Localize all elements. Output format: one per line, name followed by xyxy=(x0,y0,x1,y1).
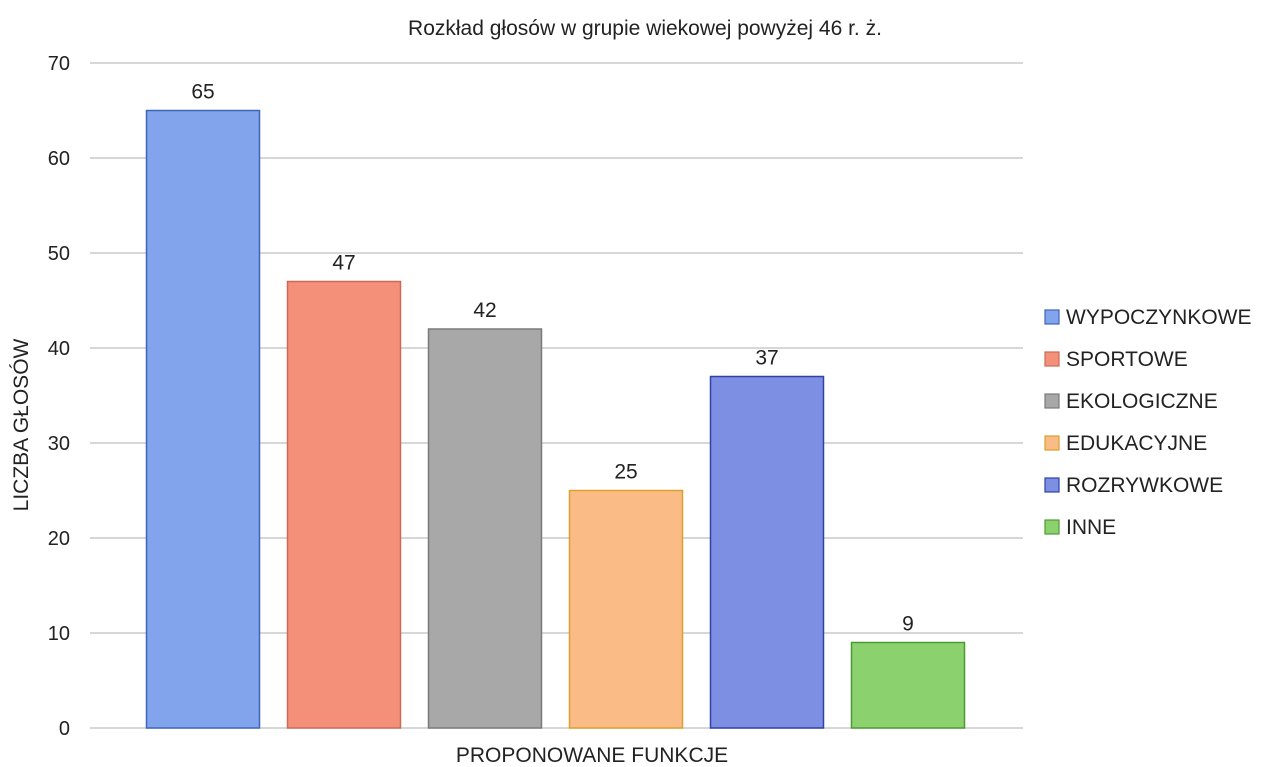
legend-label-ekologiczne: EKOLOGICZNE xyxy=(1066,390,1218,413)
y-axis-title: LICZBA GŁOSÓW xyxy=(10,338,33,511)
legend-label-rozrywkowe: ROZRYWKOWE xyxy=(1066,474,1223,497)
data-label-edukacyjne: 25 xyxy=(614,461,637,484)
legend-swatch-sportowe xyxy=(1044,351,1060,367)
bars xyxy=(145,109,966,729)
data-label-wypoczynkowe: 65 xyxy=(191,81,214,104)
bar-wypoczynkowe xyxy=(145,109,261,729)
bar-inne xyxy=(850,641,966,729)
legend-swatch-edukacyjne xyxy=(1044,435,1060,451)
data-label-rozrywkowe: 37 xyxy=(755,347,778,370)
y-tick-label: 20 xyxy=(48,528,70,550)
legend-label-inne: INNE xyxy=(1066,516,1116,539)
y-tick-label: 10 xyxy=(48,623,70,645)
y-tick-label: 40 xyxy=(48,338,70,360)
x-axis-title: PROPONOWANE FUNKCJE xyxy=(456,744,728,767)
bar-sportowe xyxy=(286,280,402,729)
y-tick-label: 60 xyxy=(48,148,70,170)
data-labels: 65 47 42 25 37 9 xyxy=(191,81,914,636)
legend-swatch-rozrywkowe xyxy=(1044,477,1060,493)
chart-title: Rozkład głosów w grupie wiekowej powyżej… xyxy=(408,17,882,40)
data-label-ekologiczne: 42 xyxy=(473,299,496,322)
y-tick-label: 50 xyxy=(48,243,70,265)
legend-label-edukacyjne: EDUKACYJNE xyxy=(1066,432,1207,455)
legend-swatch-ekologiczne xyxy=(1044,393,1060,409)
y-tick-label: 0 xyxy=(59,718,70,740)
legend: WYPOCZYNKOWE SPORTOWE EKOLOGICZNE EDUKACYJN… xyxy=(1044,306,1252,539)
data-label-sportowe: 47 xyxy=(332,252,355,275)
bar-ekologiczne xyxy=(427,328,543,729)
bar-edukacyjne xyxy=(568,489,684,729)
y-tick-label: 30 xyxy=(48,433,70,455)
legend-swatch-wypoczynkowe xyxy=(1044,309,1060,325)
bar-rozrywkowe xyxy=(709,375,825,729)
y-axis-ticks: 0 10 20 30 40 50 60 70 xyxy=(48,53,70,740)
legend-swatch-inne xyxy=(1044,519,1060,535)
legend-label-sportowe: SPORTOWE xyxy=(1066,348,1188,371)
legend-label-wypoczynkowe: WYPOCZYNKOWE xyxy=(1066,306,1252,329)
y-tick-label: 70 xyxy=(48,53,70,75)
data-label-inne: 9 xyxy=(902,613,914,636)
